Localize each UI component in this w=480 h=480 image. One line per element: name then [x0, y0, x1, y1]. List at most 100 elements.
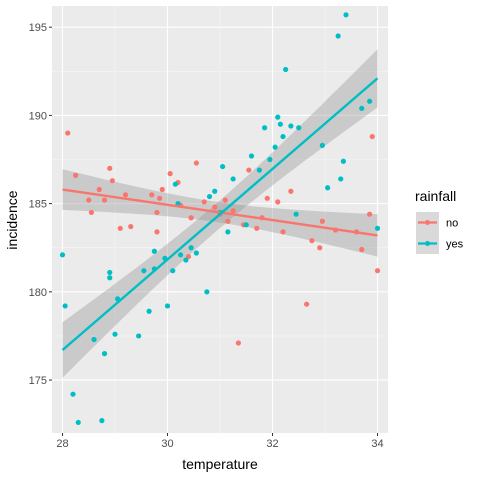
point-yes [262, 125, 268, 131]
point-yes [175, 201, 181, 207]
legend-label-no: no [446, 218, 458, 230]
point-yes [62, 303, 68, 309]
point-yes [225, 229, 231, 235]
point-no [304, 301, 310, 307]
point-yes [141, 268, 147, 274]
point-yes [75, 419, 81, 426]
point-no [154, 209, 160, 216]
point-no [88, 209, 94, 216]
point-yes [343, 12, 349, 18]
point-no [188, 215, 194, 221]
y-tick-label: 180 [29, 287, 47, 299]
grid-minor [52, 6, 388, 433]
point-yes [204, 289, 210, 295]
point-yes [206, 193, 213, 200]
legend-label-yes: yes [446, 239, 464, 251]
point-yes [107, 275, 113, 281]
x-tick-label: 30 [161, 438, 173, 450]
point-no [109, 178, 115, 184]
point-yes [296, 125, 302, 131]
point-no [367, 211, 373, 217]
point-no [222, 197, 228, 203]
point-no [212, 204, 218, 210]
point-yes [212, 188, 218, 194]
point-yes [374, 225, 381, 231]
point-yes [70, 391, 76, 397]
point-no [86, 197, 92, 203]
point-yes [101, 350, 108, 357]
y-tick-label: 175 [29, 375, 47, 387]
point-yes [172, 181, 178, 187]
legend: rainfall no yes [415, 188, 464, 254]
point-yes [277, 121, 283, 127]
point-no [317, 245, 323, 251]
point-yes [280, 133, 286, 140]
point-no [288, 188, 294, 194]
point-yes [293, 211, 299, 217]
point-no [359, 246, 365, 253]
point-yes [170, 268, 176, 274]
point-yes [248, 153, 255, 159]
point-no [154, 229, 160, 235]
point-yes [335, 33, 341, 39]
point-no [235, 340, 241, 346]
point-yes [91, 336, 97, 343]
point-no [101, 197, 108, 203]
legend-item-no: no [416, 212, 458, 233]
point-yes [340, 158, 346, 164]
point-yes [272, 144, 278, 150]
x-axis: 28 30 32 34 [56, 433, 384, 450]
y-axis-title: incidence [4, 190, 20, 249]
point-no [264, 195, 270, 201]
point-yes [188, 245, 194, 251]
point-no [159, 186, 165, 193]
point-no [319, 218, 325, 224]
point-no [149, 192, 155, 198]
legend-key-yes-dot [425, 241, 430, 246]
legend-title: rainfall [415, 188, 456, 204]
point-no [122, 192, 129, 198]
y-axis: 175 180 185 190 195 [29, 22, 52, 387]
point-yes [267, 156, 273, 163]
point-no [157, 195, 163, 201]
point-yes [325, 185, 331, 191]
y-tick-label: 190 [29, 110, 47, 122]
trend-line-no [62, 188, 378, 237]
point-yes [178, 252, 184, 258]
point-no [107, 165, 113, 171]
point-no [230, 208, 236, 214]
point-yes [243, 222, 249, 228]
trend-lines [61, 77, 379, 351]
point-no [96, 186, 102, 193]
point-yes [283, 66, 289, 73]
point-no [275, 199, 281, 205]
point-yes [99, 418, 105, 424]
point-yes [183, 257, 189, 263]
point-yes [275, 114, 281, 120]
point-yes [146, 308, 152, 314]
point-no [65, 130, 71, 136]
x-tick-label: 28 [56, 438, 68, 450]
point-no [280, 229, 286, 235]
point-no [201, 199, 207, 205]
point-no [309, 238, 315, 244]
point-no [374, 268, 381, 274]
point-yes [359, 105, 365, 111]
point-yes [288, 123, 294, 129]
point-no [128, 223, 134, 230]
point-no [73, 172, 79, 178]
point-yes [367, 98, 373, 104]
x-tick-label: 32 [266, 438, 278, 450]
point-yes [59, 252, 66, 258]
point-no [246, 167, 252, 173]
point-yes [230, 176, 236, 182]
point-yes [112, 331, 118, 337]
point-no [193, 160, 199, 166]
point-yes [338, 176, 344, 182]
point-yes [319, 142, 325, 148]
legend-item-yes: yes [416, 233, 464, 254]
point-no [369, 133, 375, 140]
point-yes [164, 303, 171, 309]
y-tick-label: 185 [29, 199, 47, 211]
